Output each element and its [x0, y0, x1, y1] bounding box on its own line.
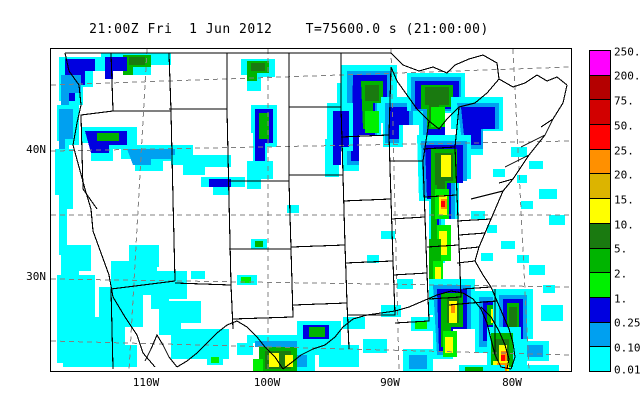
- figure-title: 21:00Z Fri 1 Jun 2012 T=75600.0 s (21:00…: [89, 22, 489, 37]
- y-axis: 40N 30N: [0, 0, 46, 400]
- x-tick-80w: 80W: [502, 376, 522, 389]
- colorbar-label-025: 0.25: [614, 316, 640, 330]
- map-canvas: [51, 49, 571, 371]
- colorbar-band-250: [590, 51, 610, 76]
- y-tick-30n: 30N: [26, 270, 46, 283]
- map-plot-area: [50, 48, 572, 372]
- map-borders: [64, 52, 568, 370]
- colorbar-label-2: 2.: [614, 267, 628, 281]
- colorbar-band-010: [590, 347, 610, 371]
- colorbar-label-010: 0.10: [614, 341, 640, 355]
- colorbar-band-25: [590, 149, 610, 175]
- colorbar: [589, 50, 611, 372]
- x-axis: 110W 100W 90W 80W: [0, 376, 640, 396]
- colorbar-band-025: [590, 322, 610, 348]
- florida-outline: [480, 306, 510, 370]
- colorbar-band-75: [590, 100, 610, 126]
- x-tick-100w: 100W: [253, 376, 281, 389]
- colorbar-band-5: [590, 248, 610, 274]
- colorbar-label-250: 250.: [614, 45, 640, 59]
- colorbar-band-20: [590, 174, 610, 200]
- colorbar-band-200: [590, 75, 610, 101]
- x-tick-110w: 110W: [132, 376, 160, 389]
- colorbar-band-15: [590, 199, 610, 224]
- colorbar-label-15: 15.: [614, 193, 634, 207]
- colorbar-labels: 250. 200. 75. 50. 25. 20. 15. 10. 5. 2. …: [612, 46, 640, 377]
- colorbar-label-001: 0.01: [614, 363, 640, 377]
- colorbar-label-25: 25.: [614, 144, 634, 158]
- colorbar-label-200: 200.: [614, 69, 640, 83]
- colorbar-label-1: 1.: [614, 292, 628, 306]
- colorbar-band-50: [590, 125, 610, 150]
- colorbar-label-20: 20.: [614, 168, 634, 182]
- colorbar-label-75: 75.: [614, 94, 634, 108]
- colorbar-label-50: 50.: [614, 119, 634, 133]
- colorbar-band-1: [590, 297, 610, 323]
- x-tick-90w: 90W: [380, 376, 400, 389]
- colorbar-band-10: [590, 223, 610, 249]
- colorbar-label-10: 10.: [614, 218, 634, 232]
- colorbar-label-5: 5.: [614, 242, 628, 256]
- lat-lon-gridlines: [51, 49, 571, 371]
- colorbar-band-2: [590, 273, 610, 298]
- y-tick-40n: 40N: [26, 143, 46, 156]
